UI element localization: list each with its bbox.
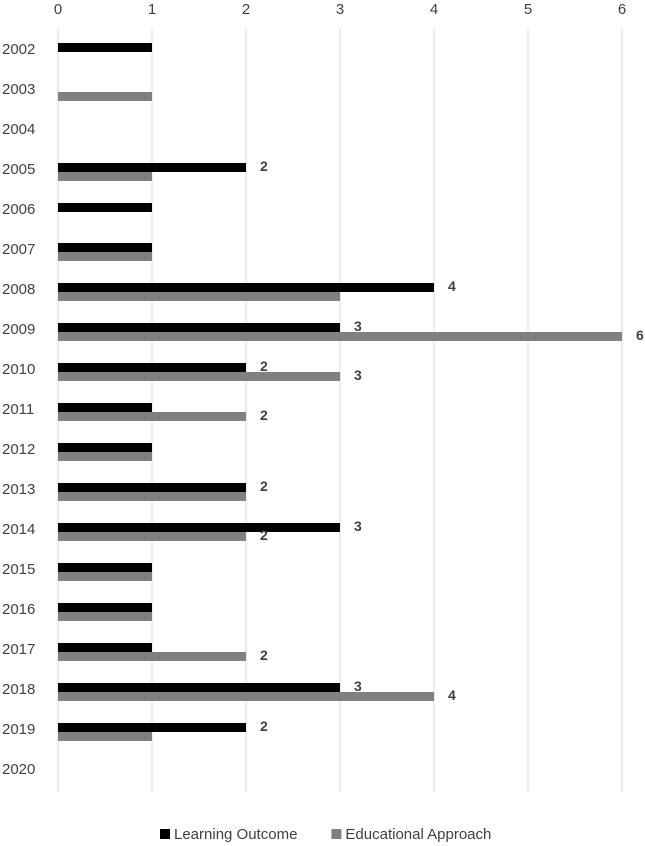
- bar: [58, 403, 152, 412]
- data-label: 2: [260, 478, 268, 494]
- y-tick-label: 2008: [2, 281, 35, 298]
- y-tick-label: 2019: [2, 721, 35, 738]
- data-label: 2: [260, 527, 268, 543]
- legend-label: Educational Approach: [345, 826, 491, 843]
- y-tick-label: 2016: [2, 601, 35, 618]
- bar: [58, 332, 622, 341]
- bar: [58, 203, 152, 212]
- bar: [58, 443, 152, 452]
- legend-swatch: [331, 829, 342, 839]
- bar: [58, 92, 152, 101]
- bar: [58, 483, 246, 492]
- bar: [58, 683, 340, 692]
- x-tick-label: 2: [242, 1, 250, 18]
- data-label: 3: [354, 678, 362, 694]
- bar: [58, 723, 246, 732]
- legend-label: Learning Outcome: [174, 826, 297, 843]
- bar: [58, 603, 152, 612]
- x-tick-label: 4: [430, 1, 438, 18]
- bar: [58, 643, 152, 652]
- data-label: 2: [260, 407, 268, 423]
- data-label: 4: [448, 687, 456, 703]
- y-tick-label: 2012: [2, 441, 35, 458]
- bar: [58, 252, 152, 261]
- y-tick-label: 2013: [2, 481, 35, 498]
- y-tick-label: 2011: [2, 401, 34, 418]
- bar: [58, 163, 246, 172]
- bar: [58, 532, 246, 541]
- y-tick-label: 2003: [2, 81, 35, 98]
- x-tick-label: 5: [524, 1, 532, 18]
- bar: [58, 692, 434, 701]
- data-label: 2: [260, 718, 268, 734]
- bar: [58, 43, 152, 52]
- bar: [58, 612, 152, 621]
- bar: [58, 283, 434, 292]
- data-label: 4: [448, 278, 456, 294]
- data-label: 3: [354, 367, 362, 383]
- legend-swatch: [160, 829, 170, 839]
- bar: [58, 412, 246, 421]
- data-label: 3: [354, 318, 362, 334]
- x-tick-label: 3: [336, 1, 344, 18]
- bar: [58, 363, 246, 372]
- bar: [58, 572, 152, 581]
- bar: [58, 452, 152, 461]
- y-tick-label: 2020: [2, 761, 35, 778]
- bar: [58, 292, 340, 301]
- bar: [58, 563, 152, 572]
- y-tick-label: 2017: [2, 641, 35, 658]
- y-tick-label: 2002: [2, 41, 35, 58]
- y-tick-label: 2014: [2, 521, 35, 538]
- y-tick-label: 2010: [2, 361, 35, 378]
- x-tick-label: 6: [618, 1, 626, 18]
- data-label: 3: [354, 518, 362, 534]
- y-tick-label: 2005: [2, 161, 35, 178]
- x-tick-label: 0: [54, 1, 62, 18]
- bar: [58, 523, 340, 532]
- x-tick-label: 1: [148, 1, 156, 18]
- bar: [58, 492, 246, 501]
- y-tick-label: 2009: [2, 321, 35, 338]
- data-label: 2: [260, 158, 268, 174]
- y-tick-label: 2004: [2, 121, 35, 138]
- data-label: 6: [636, 327, 644, 343]
- bar: [58, 243, 152, 252]
- bar: [58, 732, 152, 741]
- bar: [58, 323, 340, 332]
- y-tick-label: 2006: [2, 201, 35, 218]
- bar: [58, 172, 152, 181]
- data-label: 2: [260, 647, 268, 663]
- y-tick-label: 2015: [2, 561, 35, 578]
- y-tick-label: 2007: [2, 241, 35, 258]
- bar: [58, 372, 340, 381]
- bar: [58, 652, 246, 661]
- data-label: 2: [260, 358, 268, 374]
- y-tick-label: 2018: [2, 681, 35, 698]
